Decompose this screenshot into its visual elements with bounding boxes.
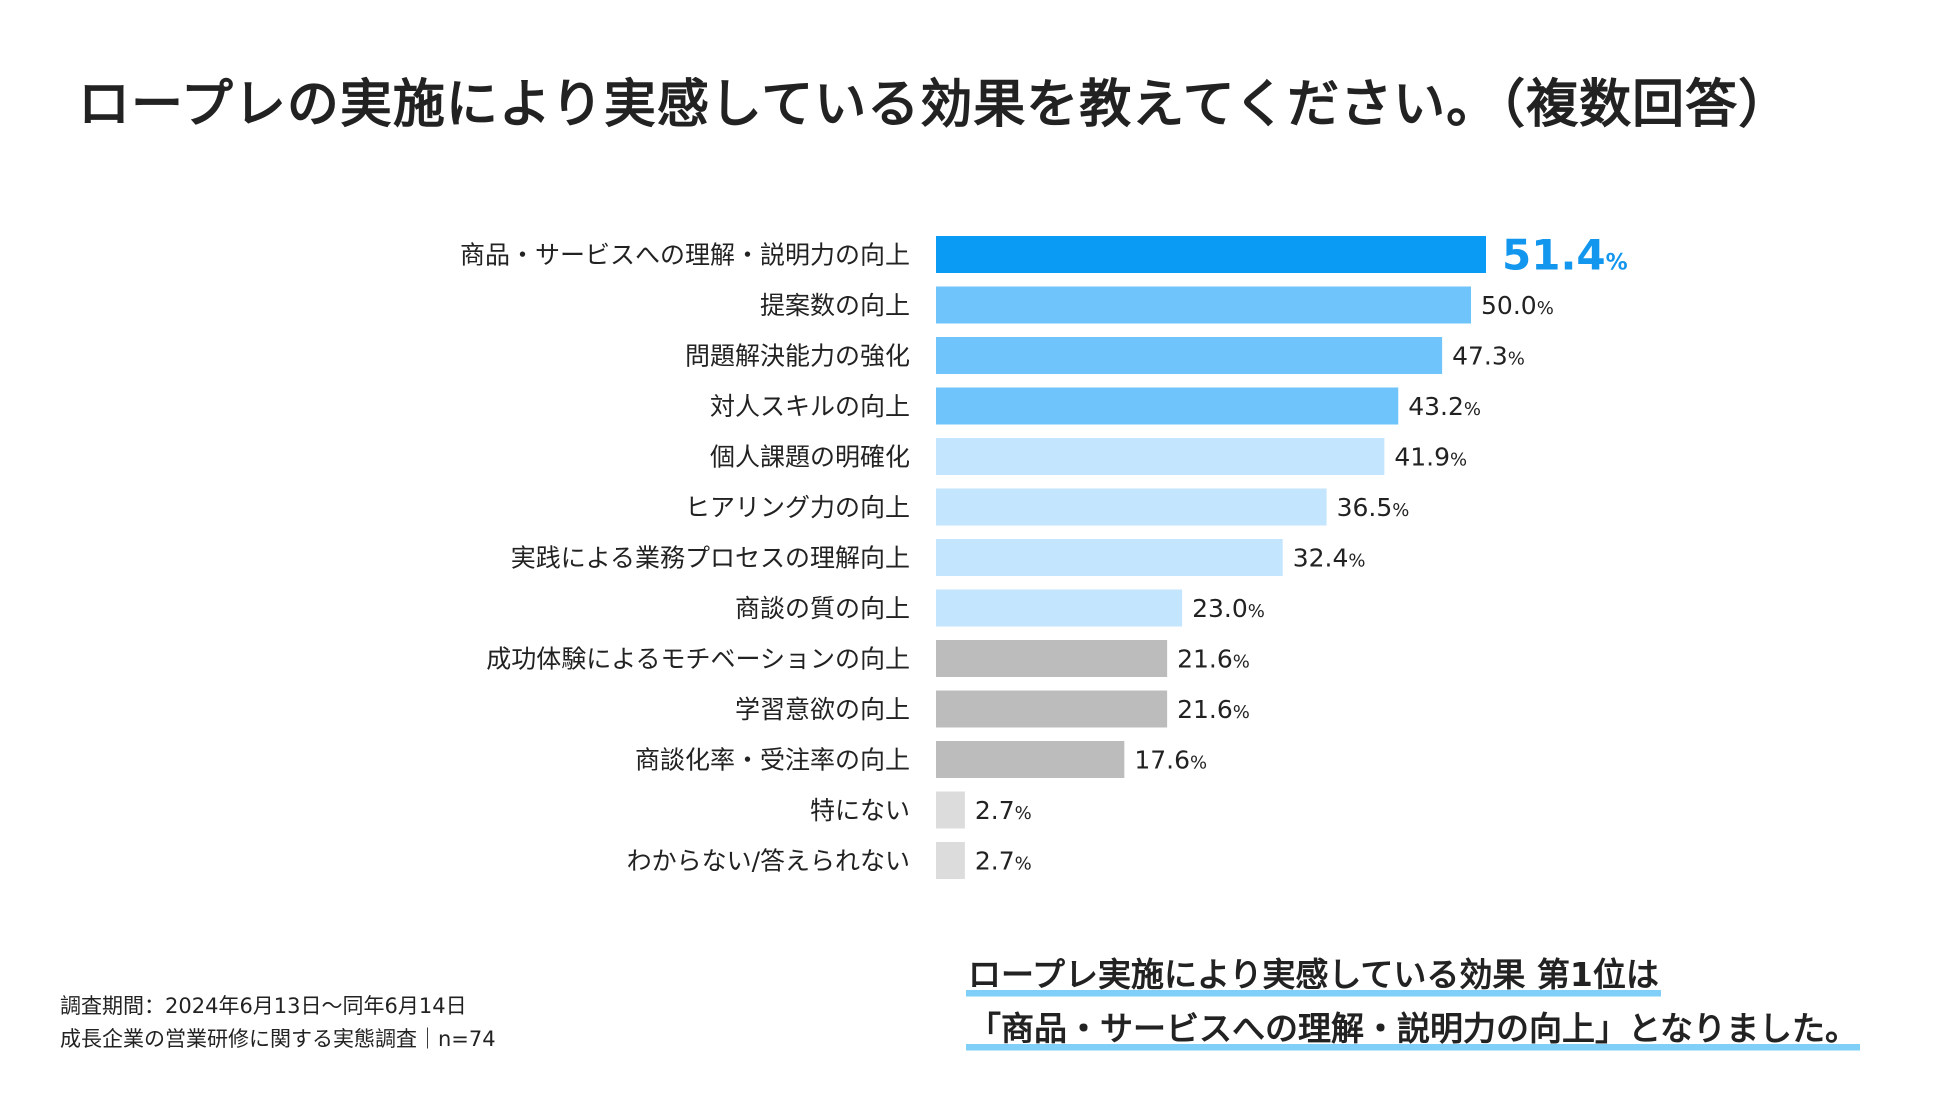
category-label: 個人課題の明確化: [710, 443, 910, 472]
value-unit: %: [1537, 298, 1554, 319]
value-label: 2.7%: [975, 847, 1032, 876]
bar: [936, 791, 965, 829]
category-label: わからない/答えられない: [627, 847, 910, 876]
value-unit: %: [1392, 500, 1409, 521]
value-label: 41.9%: [1394, 443, 1467, 472]
category-label: 特にない: [810, 796, 910, 825]
bar: [936, 286, 1472, 324]
value-label: 23.0%: [1192, 594, 1265, 623]
bar: [936, 842, 965, 879]
value-unit: %: [1190, 753, 1207, 774]
value-label: 21.6%: [1177, 695, 1250, 724]
survey-info: 成長企業の営業研修に関する実態調査｜n=74: [60, 1027, 496, 1051]
value-label: 51.4%: [1502, 231, 1628, 280]
bar: [936, 640, 1168, 677]
category-label: 商談の質の向上: [735, 594, 910, 623]
value-unit: %: [1508, 349, 1525, 370]
value-label: 2.7%: [975, 796, 1032, 825]
bar: [936, 438, 1385, 475]
survey-period: 調査期間：2024年6月13日〜同年6月14日: [60, 994, 467, 1018]
category-label: 実践による業務プロセスの理解向上: [511, 544, 910, 573]
bar: [936, 589, 1183, 627]
value-unit: %: [1450, 450, 1467, 471]
value-label: 36.5%: [1337, 493, 1410, 522]
category-label: ヒアリング力の向上: [685, 493, 910, 522]
bar: [936, 488, 1327, 526]
category-label: 対人スキルの向上: [710, 392, 910, 421]
value-unit: %: [1015, 803, 1032, 824]
bar: [936, 236, 1486, 273]
value-label: 21.6%: [1177, 645, 1250, 674]
bar: [936, 690, 1168, 728]
category-label: 成功体験によるモチベーションの向上: [486, 645, 910, 674]
bar: [936, 337, 1443, 374]
category-label: 提案数の向上: [760, 291, 910, 320]
category-label: 学習意欲の向上: [735, 695, 910, 724]
bar: [936, 741, 1125, 778]
value-unit: %: [1248, 601, 1265, 622]
bar-chart: 商品・サービスへの理解・説明力の向上 51.4% 提案数の向上 50.0% 問題解決能力…: [460, 231, 1628, 879]
footnote: 調査期間：2024年6月13日〜同年6月14日 成長企業の営業研修に関する実態調…: [60, 990, 496, 1056]
value-unit: %: [1233, 702, 1250, 723]
value-unit: %: [1606, 251, 1628, 276]
summary-text: ロープレ実施により実感している効果 第1位は 「商品・サービスへの理解・説明力の…: [966, 948, 1861, 1056]
value-unit: %: [1233, 652, 1250, 673]
category-label: 商品・サービスへの理解・説明力の向上: [460, 241, 910, 270]
category-label: 問題解決能力の強化: [685, 342, 910, 371]
value-unit: %: [1015, 854, 1032, 875]
chart-title: ロープレの実施により実感している効果を教えてください。（複数回答）: [78, 75, 1792, 135]
bar: [936, 539, 1283, 576]
summary-line-2: 「商品・サービスへの理解・説明力の向上」となりました。: [966, 1002, 1861, 1056]
bar: [936, 387, 1399, 425]
value-label: 43.2%: [1408, 392, 1481, 421]
category-label: 商談化率・受注率の向上: [635, 746, 910, 775]
value-unit: %: [1348, 551, 1365, 572]
value-unit: %: [1464, 399, 1481, 420]
value-label: 17.6%: [1134, 746, 1207, 775]
value-label: 47.3%: [1452, 342, 1525, 371]
value-label: 50.0%: [1481, 291, 1554, 320]
value-label: 32.4%: [1293, 544, 1366, 573]
summary-line-1: ロープレ実施により実感している効果 第1位は: [966, 948, 1661, 1002]
